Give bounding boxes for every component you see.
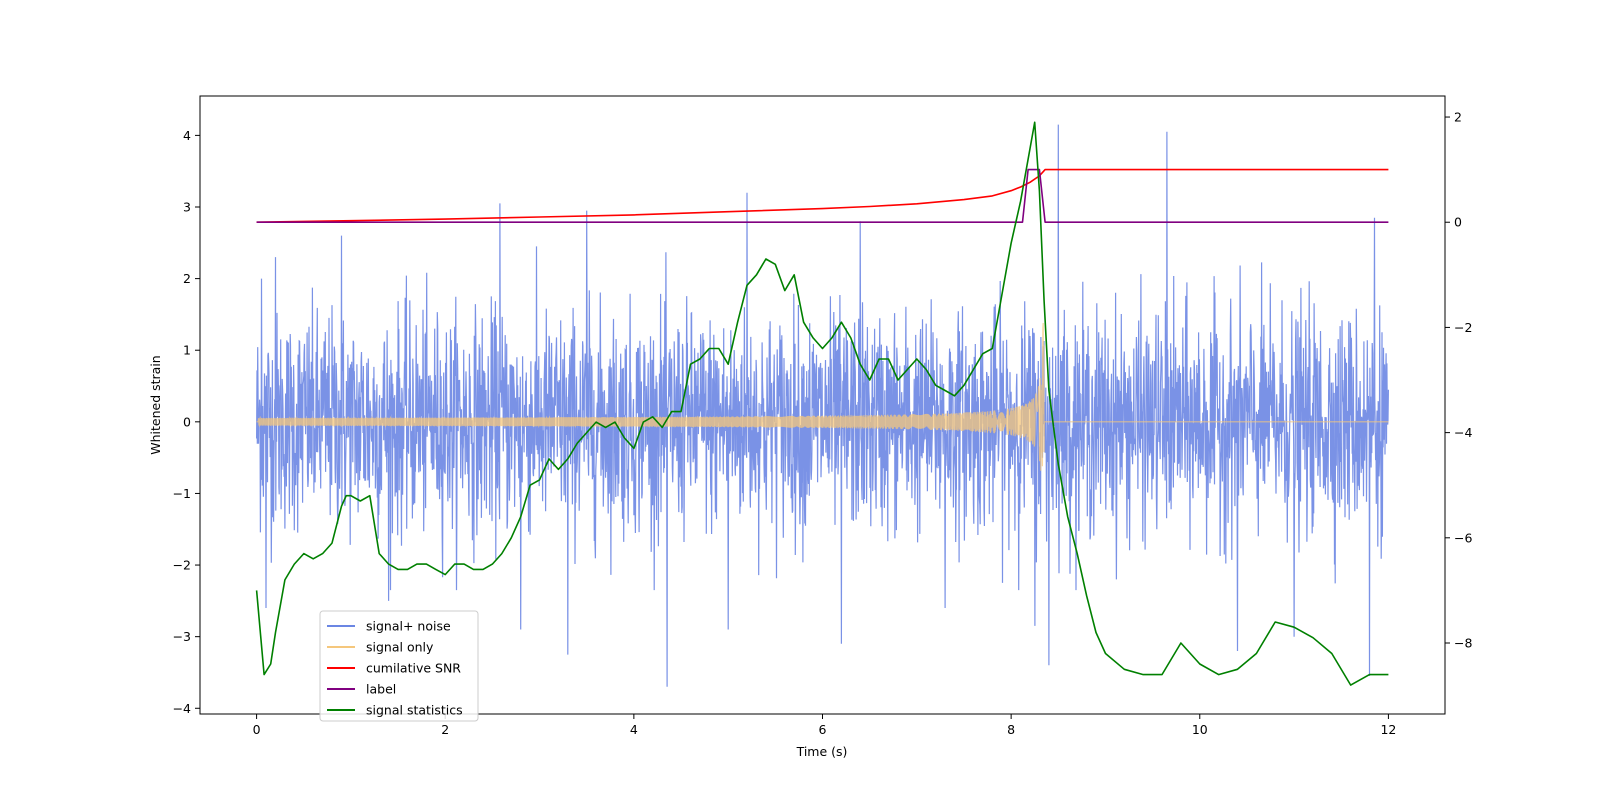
series-label-line [256, 168, 1389, 223]
x-tick-label: 10 [1192, 722, 1208, 737]
x-tick-label: 12 [1380, 722, 1396, 737]
legend-label: cumilative SNR [366, 661, 461, 676]
series-layer [255, 121, 1389, 687]
x-tick-label: 8 [1007, 722, 1015, 737]
x-tick-label: 4 [630, 722, 638, 737]
y-right-tick-label: −8 [1454, 635, 1472, 650]
y-right-tick-label: −4 [1454, 425, 1472, 440]
y-right-tick-label: −2 [1454, 320, 1472, 335]
y-left-tick-label: 1 [183, 343, 191, 358]
y-left-tick-label: 0 [183, 414, 191, 429]
legend-label: signal+ noise [366, 619, 451, 634]
y-left-tick-label: −2 [173, 558, 191, 573]
y-left-tick-label: 4 [183, 128, 191, 143]
x-tick-label: 6 [819, 722, 827, 737]
y-left-tick-label: −3 [173, 629, 191, 644]
x-axis-label: Time (s) [796, 744, 848, 759]
y-left-tick-label: 3 [183, 199, 191, 214]
y-left-tick-label: −4 [173, 701, 191, 716]
x-axis: 0 2 4 6 8 10 12 [253, 714, 1396, 737]
y-axis-label: Whitened strain [148, 355, 163, 454]
y-right-tick-label: −6 [1454, 530, 1472, 545]
legend-label: label [366, 682, 396, 697]
legend: signal+ noise signal only cumilative SNR la… [319, 610, 479, 722]
y-right-tick-label: 2 [1454, 110, 1462, 125]
x-tick-label: 0 [253, 722, 261, 737]
y-left-tick-label: −1 [173, 486, 191, 501]
y-axis-left: −4 −3 −2 −1 0 1 2 3 4 [173, 128, 200, 716]
series-signal-noise-line [256, 124, 1389, 687]
x-tick-label: 2 [441, 722, 449, 737]
series-signal-only-line [256, 322, 1389, 471]
legend-label: signal only [366, 640, 434, 655]
y-axis-right: −8 −6 −4 −2 0 2 [1445, 110, 1472, 650]
legend-label: signal statistics [366, 703, 463, 718]
y-left-tick-label: 2 [183, 271, 191, 286]
y-right-tick-label: 0 [1454, 215, 1462, 230]
series-signal-statistics-line [255, 121, 1389, 686]
legend-box [319, 610, 479, 722]
